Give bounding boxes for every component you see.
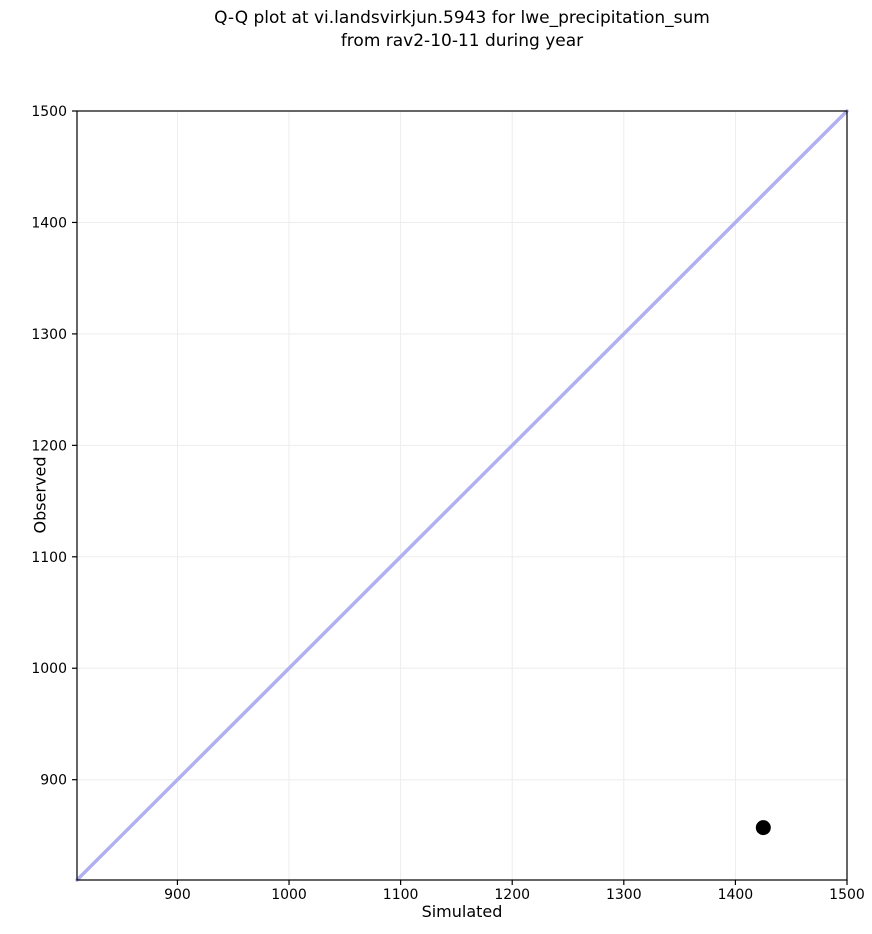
- x-tick-label: 1100: [383, 887, 419, 903]
- x-tick-label: 1400: [718, 887, 754, 903]
- y-tick-label: 1200: [31, 438, 67, 454]
- chart-title-line2: from rav2-10-11 during year: [340, 31, 584, 51]
- y-tick-label: 900: [40, 773, 67, 789]
- y-tick-label: 1500: [31, 104, 67, 120]
- x-tick-label: 1500: [829, 887, 865, 903]
- identity-line: [75, 109, 849, 882]
- plot-border: [76, 110, 848, 881]
- y-tick-label: 1000: [31, 661, 67, 677]
- y-tick-label: 1100: [31, 550, 67, 566]
- y-tick-label: 1400: [31, 215, 67, 231]
- x-tick-label: 1300: [606, 887, 642, 903]
- x-axis-label: Simulated: [421, 902, 503, 921]
- y-tick-label: 1300: [31, 327, 67, 343]
- x-tick-label: 900: [164, 887, 191, 903]
- chart-title: Q-Q plot at vi.landsvirkjun.5943 for lwe…: [77, 7, 847, 53]
- chart-title-line1: Q-Q plot at vi.landsvirkjun.5943 for lwe…: [214, 8, 710, 28]
- x-tick-label: 1200: [494, 887, 530, 903]
- x-tick-label: 1000: [271, 887, 307, 903]
- data-point: [755, 820, 771, 836]
